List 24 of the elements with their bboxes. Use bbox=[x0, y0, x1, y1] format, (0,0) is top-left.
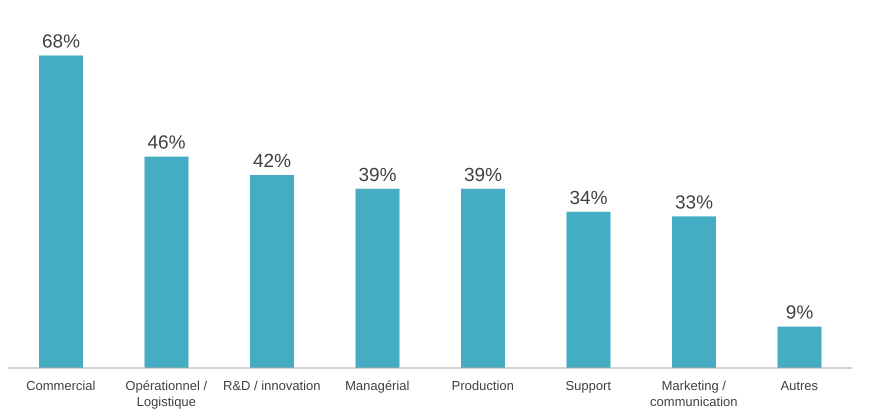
data-label: 42% bbox=[252, 150, 292, 172]
x-tick-label: Opérationnel / Logistique bbox=[125, 378, 208, 409]
bar bbox=[461, 188, 505, 368]
x-tick-label: Support bbox=[565, 378, 612, 393]
data-label: 39% bbox=[358, 164, 397, 186]
bar bbox=[250, 174, 294, 368]
x-tick-label: Autres bbox=[780, 378, 819, 393]
bar bbox=[356, 188, 400, 368]
x-tick-label: Marketing / communication bbox=[650, 378, 738, 409]
bar bbox=[778, 326, 822, 368]
data-label: 34% bbox=[569, 188, 608, 209]
data-label: 46% bbox=[147, 132, 186, 154]
x-tick-label: Managérial bbox=[345, 378, 410, 393]
data-label: 68% bbox=[42, 32, 80, 52]
bar bbox=[144, 156, 188, 368]
data-label: 33% bbox=[674, 192, 714, 214]
data-label: 9% bbox=[786, 302, 814, 324]
data-label: 39% bbox=[464, 164, 502, 186]
bar bbox=[672, 216, 716, 368]
x-tick-label: R&D / innovation bbox=[222, 378, 321, 393]
bar bbox=[566, 212, 610, 368]
x-tick-label: Commercial bbox=[26, 378, 96, 393]
x-tick-label: Production bbox=[452, 378, 514, 393]
bar bbox=[39, 56, 83, 368]
